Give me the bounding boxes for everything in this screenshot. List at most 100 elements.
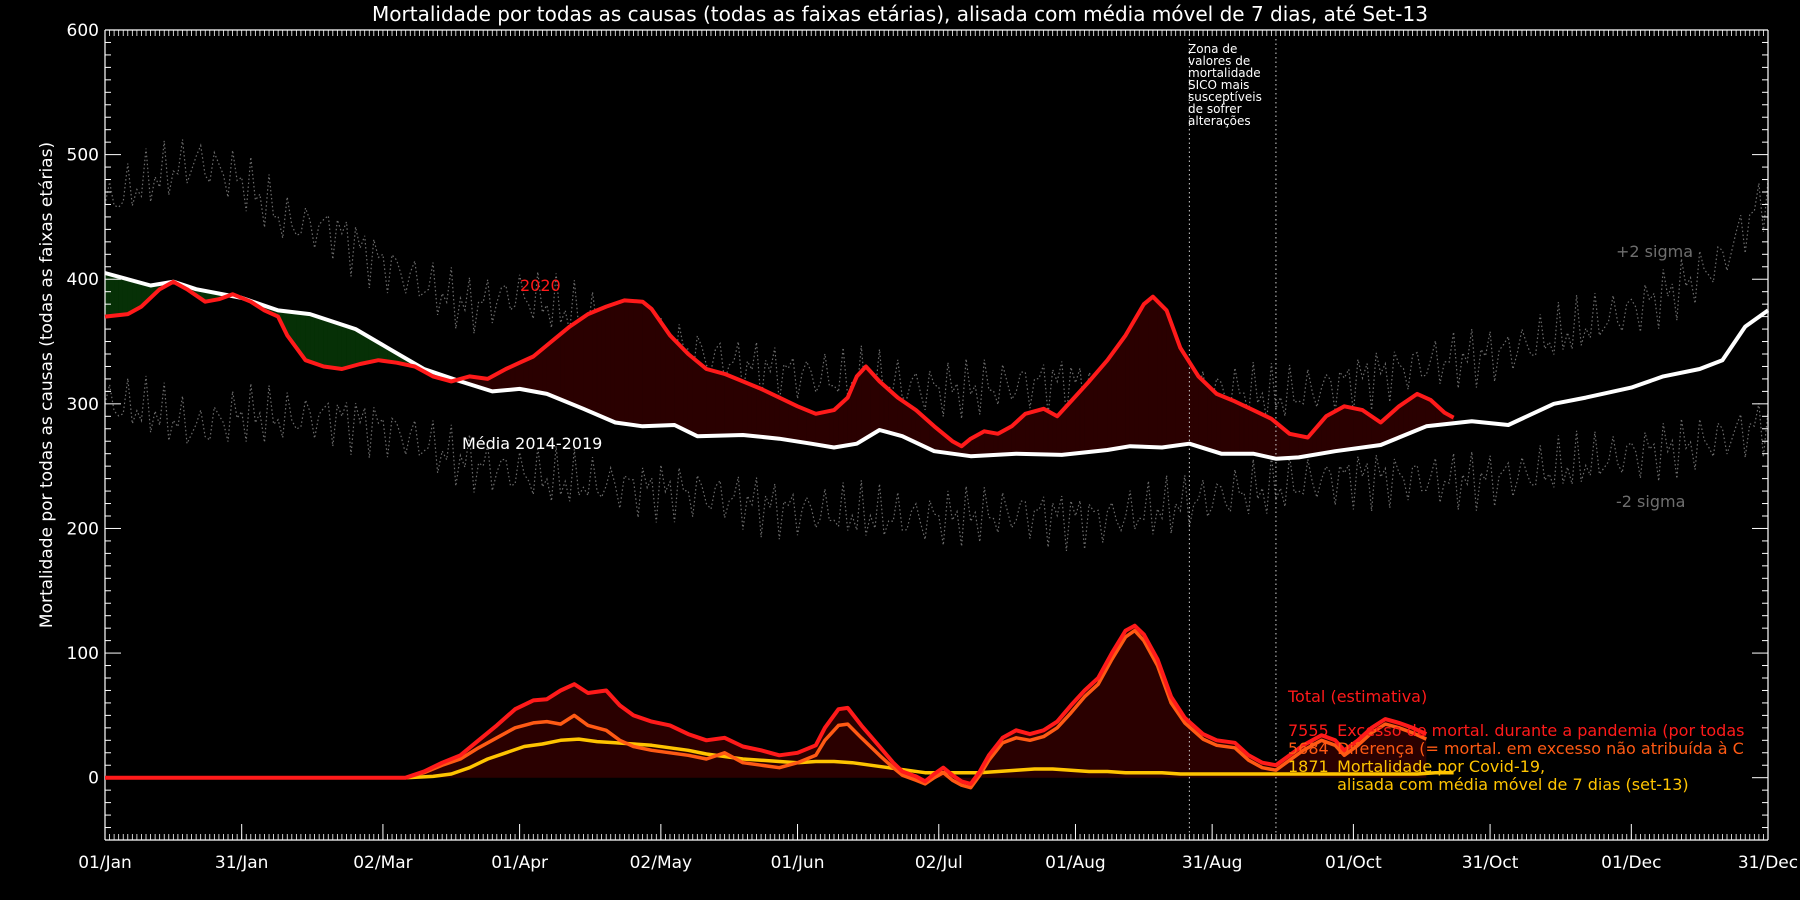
excess-fill-segment <box>1170 322 1176 447</box>
excess-fill-segment <box>765 390 771 439</box>
excess-fill-segment <box>706 368 712 437</box>
excess-fill-segment <box>888 388 894 435</box>
excess-fill-segment <box>1143 299 1149 448</box>
excess-fill-segment <box>596 308 602 418</box>
x-tick-label: 02/Mar <box>353 853 412 873</box>
excess-fill-segment <box>715 371 721 437</box>
y-tick-label: 300 <box>67 395 99 415</box>
excess-fill-segment <box>710 369 716 437</box>
deficit-fill-segment <box>332 321 338 369</box>
deficit-fill-segment <box>305 313 311 363</box>
y-tick-label: 100 <box>67 644 99 664</box>
excess-fill-segment <box>628 300 634 426</box>
difference-line <box>105 628 1428 790</box>
excess-fill-segment <box>906 403 912 441</box>
legend-item-covid-cont: alisada com média móvel de 7 dias (set-1… <box>1288 776 1744 794</box>
excess-fill-segment <box>1325 413 1331 454</box>
excess-fill-segment <box>1343 405 1350 451</box>
excess-area-fill <box>105 625 1427 784</box>
covid-line <box>105 737 1454 780</box>
excess-fill-segment <box>783 399 789 441</box>
excess-fill-segment <box>1161 305 1167 448</box>
excess-fill-segment <box>514 362 520 390</box>
excess-fill-segment <box>1025 412 1031 455</box>
excess-fill-segment <box>1412 393 1418 433</box>
label-mean: Média 2014-2019 <box>462 434 603 453</box>
series-2020-line <box>104 279 1455 449</box>
excess-fill-segment <box>1116 340 1122 449</box>
excess-fill-segment <box>697 360 703 437</box>
excess-fill-segment <box>1029 410 1035 455</box>
excess-fill-segment <box>610 303 616 423</box>
excess-fill-segment <box>678 343 684 430</box>
excess-fill-segment <box>674 339 680 428</box>
excess-fill-segment <box>806 409 812 445</box>
excess-fill-segment <box>683 348 689 433</box>
excess-fill-segment <box>1257 411 1263 457</box>
deficit-fill-segment <box>118 276 124 316</box>
excess-fill-segment <box>532 352 539 393</box>
x-tick-label: 31/Oct <box>1462 853 1519 873</box>
zone-note-line: susceptíveis <box>1188 90 1262 104</box>
excess-fill-segment <box>583 313 589 412</box>
excess-fill-segment <box>719 372 725 436</box>
excess-fill-segment <box>1084 380 1090 453</box>
legend-text: Excesso de mortal. durante a pandemia (p… <box>1337 721 1745 740</box>
excess-fill-segment <box>669 334 675 426</box>
excess-fill-segment <box>1152 295 1158 448</box>
excess-fill-segment <box>842 396 848 447</box>
deficit-fill-segment <box>314 315 320 366</box>
excess-fill-segment <box>592 309 598 416</box>
excess-fill-segment <box>993 432 999 456</box>
excess-fill-segment <box>624 300 630 425</box>
excess-fill-segment <box>692 357 698 437</box>
excess-fill-segment <box>651 308 657 427</box>
excess-fill-segment <box>1298 435 1304 458</box>
excess-fill-segment <box>1211 388 1218 453</box>
excess-fill-segment <box>801 407 807 444</box>
excess-fill-segment <box>879 380 885 432</box>
deficit-fill-segment <box>337 322 343 370</box>
zone-note: Zona de valores de mortalidade SICO mais… <box>1188 43 1278 127</box>
zone-note-line: alterações <box>1188 114 1251 128</box>
excess-fill-segment <box>1189 361 1195 446</box>
excess-fill-segment <box>519 360 525 391</box>
legend-value: 7555 <box>1288 721 1329 740</box>
excess-fill-segment <box>1353 407 1359 450</box>
excess-fill-segment <box>829 409 835 448</box>
excess-fill-segment <box>1193 368 1199 447</box>
excess-fill-segment <box>1125 326 1131 448</box>
excess-fill-segment <box>1230 399 1236 454</box>
excess-fill-segment <box>788 401 794 442</box>
excess-fill-segment <box>578 316 584 410</box>
x-tick-label: 01/Oct <box>1325 853 1382 873</box>
excess-fill-segment <box>883 384 889 433</box>
plus2-sigma-line <box>104 139 1769 421</box>
excess-fill-segment <box>1302 436 1309 458</box>
excess-fill-segment <box>1252 409 1259 456</box>
y-tick-label: 0 <box>88 769 99 789</box>
excess-fill-segment <box>537 348 543 394</box>
excess-fill-segment <box>820 411 826 447</box>
excess-fill-segment <box>1047 410 1053 455</box>
excess-fill-segment <box>564 325 571 404</box>
excess-fill-segment <box>569 322 575 406</box>
excess-fill-segment <box>701 364 707 437</box>
excess-fill-segment <box>838 401 844 448</box>
excess-fill-segment <box>1225 397 1231 454</box>
excess-fill-segment <box>984 430 990 456</box>
legend-text: Diferença (= mortal. em excesso não atri… <box>1337 739 1744 758</box>
excess-fill-segment <box>1334 408 1341 452</box>
y-tick-label: 200 <box>67 519 99 539</box>
excess-fill-segment <box>1416 393 1423 431</box>
legend-value: 5684 <box>1288 739 1329 758</box>
excess-fill-segment <box>655 314 662 427</box>
excess-fill-segment <box>1293 434 1300 458</box>
x-tick-label: 01/Jun <box>771 853 825 873</box>
excess-fill-segment <box>1216 393 1222 455</box>
excess-fill-segment <box>1198 375 1204 449</box>
excess-fill-segment <box>687 353 694 435</box>
excess-fill-segment <box>614 301 621 424</box>
excess-fill-segment <box>1184 353 1190 445</box>
